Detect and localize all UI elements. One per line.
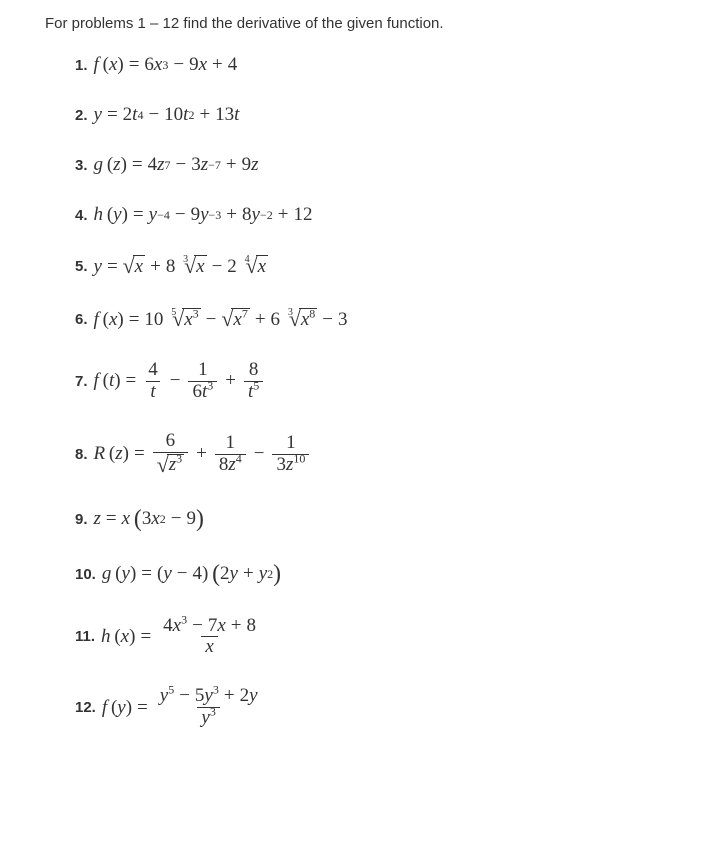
- problem-item: 7. f (t)=4t−16t3+8t5: [75, 360, 680, 403]
- problem-item: 8. R (z)=6√z3+18z4−13z10: [75, 431, 680, 478]
- problem-item: 9. z=x (3x2−9): [75, 506, 680, 533]
- problem-item: 12. f (y)=y5−5y3+2yy3: [75, 686, 680, 729]
- problem-number: 1.: [75, 57, 88, 74]
- problem-item: 11. h (x)=4x3−7x+8x: [75, 616, 680, 659]
- problem-number: 12.: [75, 699, 96, 716]
- problem-number: 11.: [75, 628, 95, 645]
- problem-item: 6. f (x)=10 5√x3−√x7+6 3√x8−3: [75, 307, 680, 332]
- math-expression: f (t)=4t−16t3+8t5: [94, 360, 267, 403]
- problem-number: 7.: [75, 373, 88, 390]
- math-expression: R (z)=6√z3+18z4−13z10: [94, 431, 313, 478]
- math-expression: f (x)=6x3−9x+4: [94, 54, 238, 76]
- problem-item: 2. y=2t4−10t2+13t: [75, 104, 680, 126]
- math-expression: f (y)=y5−5y3+2yy3: [102, 686, 265, 729]
- problem-number: 10.: [75, 566, 96, 583]
- math-expression: h (x)=4x3−7x+8x: [101, 616, 263, 659]
- math-expression: z=x (3x2−9): [94, 506, 204, 533]
- math-expression: h (y)=y−4−9y−3+8y−2+12: [94, 204, 313, 226]
- math-expression: g (y)=(y−4) (2y+y2): [102, 561, 281, 588]
- math-expression: y=√x+8 3√x−2 4√x: [94, 254, 269, 279]
- problem-item: 4. h (y)=y−4−9y−3+8y−2+12: [75, 204, 680, 226]
- problem-number: 5.: [75, 258, 88, 275]
- problem-number: 3.: [75, 157, 88, 174]
- problem-number: 2.: [75, 107, 88, 124]
- problem-item: 5. y=√x+8 3√x−2 4√x: [75, 254, 680, 279]
- math-expression: f (x)=10 5√x3−√x7+6 3√x8−3: [94, 307, 348, 332]
- problem-number: 6.: [75, 311, 88, 328]
- math-expression: y=2t4−10t2+13t: [94, 104, 240, 126]
- math-expression: g (z)=4z7−3z−7+9z: [94, 154, 259, 176]
- problem-number: 8.: [75, 446, 88, 463]
- problem-list: 1. f (x)=6x3−9x+4 2. y=2t4−10t2+13t 3. g…: [40, 54, 680, 729]
- problem-item: 1. f (x)=6x3−9x+4: [75, 54, 680, 76]
- problem-item: 3. g (z)=4z7−3z−7+9z: [75, 154, 680, 176]
- problem-number: 4.: [75, 207, 88, 224]
- problem-number: 9.: [75, 511, 88, 528]
- instruction-text: For problems 1 – 12 find the derivative …: [45, 15, 680, 32]
- problem-item: 10. g (y)=(y−4) (2y+y2): [75, 561, 680, 588]
